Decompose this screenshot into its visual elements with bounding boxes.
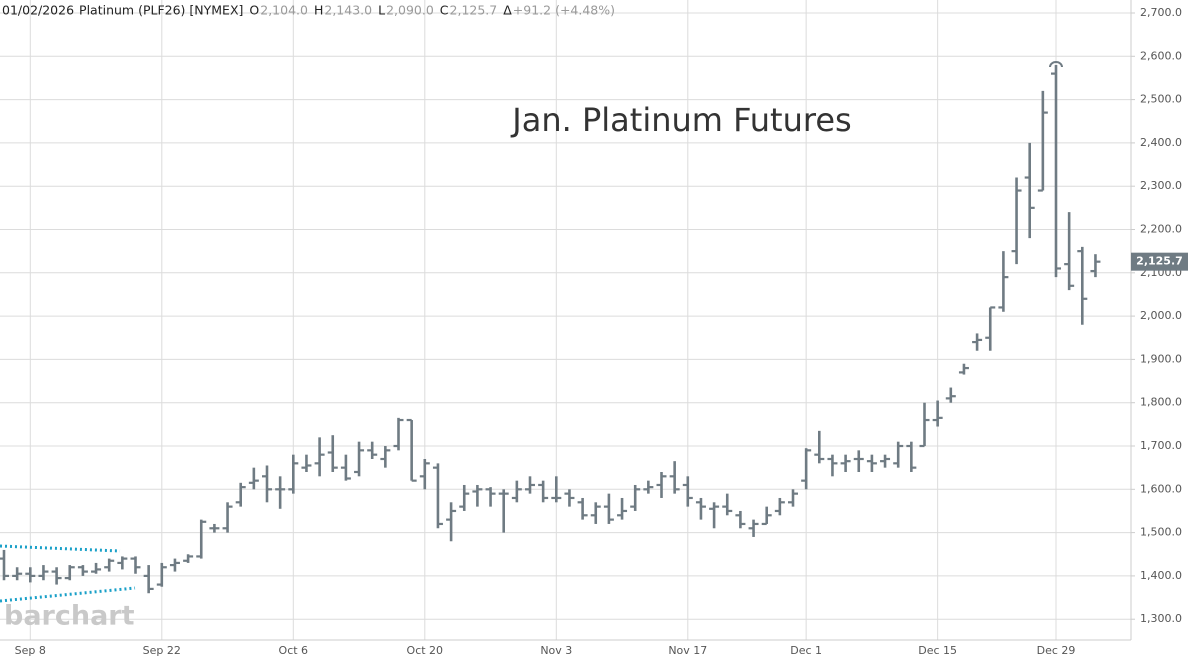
y-tick-label: 2,700.0 (1140, 6, 1182, 19)
header-value: 2,125.7 (450, 3, 498, 18)
header-key: H (314, 3, 323, 18)
y-tick-label: 1,900.0 (1140, 352, 1182, 365)
header-date: 01/02/2026 (2, 3, 74, 18)
x-tick-label: Oct 6 (279, 644, 309, 657)
y-tick-label: 1,500.0 (1140, 526, 1182, 539)
y-tick-label: 2,200.0 (1140, 222, 1182, 235)
y-tick-label: 2,300.0 (1140, 179, 1182, 192)
header-value: 2,143.0 (324, 3, 372, 18)
grid (0, 0, 1131, 640)
y-tick-label: 1,700.0 (1140, 439, 1182, 452)
header-key: C (440, 3, 449, 18)
header: 01/02/2026 Platinum (PLF26) [NYMEX] O 2,104… (2, 3, 615, 18)
y-tick-label: 2,400.0 (1140, 136, 1182, 149)
y-tick-label: 1,400.0 (1140, 569, 1182, 582)
header-key: L (378, 3, 385, 18)
header-value: +91.2 (+4.48%) (513, 3, 615, 18)
trend-line (0, 544, 121, 553)
y-tick-label: 1,300.0 (1140, 612, 1182, 625)
bars (0, 64, 1101, 594)
x-tick-label: Oct 20 (407, 644, 444, 657)
header-key: O (249, 3, 259, 18)
peak-marker (1049, 61, 1063, 68)
x-tick-label: Dec 29 (1037, 644, 1076, 657)
y-tick-label: 2,600.0 (1140, 49, 1182, 62)
y-tick-label: 1,600.0 (1140, 482, 1182, 495)
header-symbol: Platinum (PLF26) [NYMEX] (79, 3, 243, 18)
x-tick-label: Sep 8 (15, 644, 46, 657)
header-value: 2,090.0 (386, 3, 434, 18)
last-price-label: 2,125.7 (1136, 255, 1183, 268)
header-value: 2,104.0 (260, 3, 308, 18)
y-tick-label: 1,800.0 (1140, 396, 1182, 409)
x-tick-label: Sep 22 (143, 644, 181, 657)
header-key: Δ (503, 3, 512, 18)
x-tick-label: Nov 3 (540, 644, 572, 657)
x-tick-label: Dec 1 (790, 644, 822, 657)
y-tick-label: 2,500.0 (1140, 93, 1182, 106)
last-price-box (1131, 252, 1188, 271)
x-tick-label: Dec 15 (918, 644, 957, 657)
x-tick-label: Nov 17 (668, 644, 707, 657)
y-tick-label: 2,000.0 (1140, 309, 1182, 322)
watermark: barchart (4, 601, 135, 632)
annotation: Jan. Platinum Futures (510, 101, 851, 139)
